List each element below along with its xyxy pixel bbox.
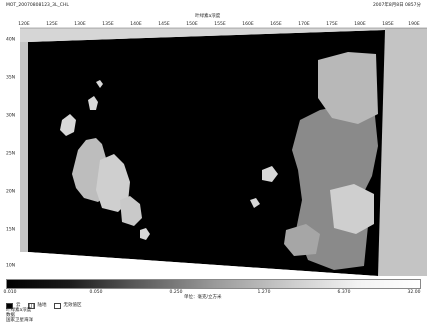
lat-tick: 25N [6, 151, 16, 157]
lat-tick: 20N [6, 189, 16, 195]
land-swatch-icon [27, 302, 35, 309]
colorbar-ticks: 0.010 0.050 0.250 1.270 6.370 32.00 [3, 290, 421, 296]
colorbar-tick: 0.050 [89, 290, 103, 295]
legend-text: 数据 [6, 313, 15, 318]
satellite-swath [28, 30, 385, 276]
cloud-patches [60, 52, 378, 270]
product-id: MOT_20070808123_3L_CHL [6, 3, 69, 8]
lon-tick: 145E [158, 22, 170, 27]
legend-label: 云 [16, 303, 21, 308]
lon-tick: 190E [408, 22, 420, 27]
colorbar-tick: 0.010 [3, 290, 17, 295]
lon-tick: 125E [46, 22, 58, 27]
lon-tick: 140E [130, 22, 142, 27]
land-background-left [20, 28, 30, 276]
map-legend: 云 陆地 无效值区 叶绿素a浓度 数据 国家卫星海洋 [6, 302, 82, 323]
lat-tick: 30N [6, 113, 16, 119]
lat-tick: 15N [6, 227, 16, 233]
legend-row: 云 陆地 无效值区 [6, 302, 82, 309]
legend-line: 数据 [6, 313, 82, 318]
legend-text: 国家卫星海洋 [6, 318, 33, 323]
chlorophyll-map [20, 27, 427, 276]
colorbar-legend: 0.010 0.050 0.250 1.270 6.370 32.00 单位：毫… [3, 279, 421, 301]
lat-tick: 35N [6, 75, 16, 81]
colorbar-tick: 32.00 [407, 290, 421, 295]
colorbar-gradient [6, 279, 421, 289]
acquisition-time: 2007年8月8日 0857分 [372, 3, 421, 8]
legend-label: 无效值区 [63, 303, 82, 308]
lon-tick: 180E [354, 22, 366, 27]
cloud-swatch-icon [6, 302, 13, 309]
lon-tick: 135E [102, 22, 114, 27]
longitude-ticks: 120E 125E 130E 135E 140E 145E 150E 155E … [0, 22, 427, 30]
lon-tick: 150E [186, 22, 198, 27]
legend-text: 叶绿素a浓度 [6, 308, 32, 313]
colorbar-tick: 6.370 [337, 290, 351, 295]
colorbar-tick: 0.250 [169, 290, 183, 295]
colorbar-tick: 1.270 [257, 290, 271, 295]
lon-tick: 120E [18, 22, 30, 27]
land-background-right [378, 28, 427, 276]
lat-tick: 10N [6, 263, 16, 269]
lat-tick: 40N [6, 37, 16, 43]
lon-tick: 130E [74, 22, 86, 27]
lon-tick: 170E [298, 22, 310, 27]
legend-line: 叶绿素a浓度 [6, 308, 82, 313]
legend-line: 国家卫星海洋 [6, 318, 82, 323]
legend-label: 陆地 [37, 303, 47, 308]
lon-tick: 185E [382, 22, 394, 27]
lon-tick: 160E [242, 22, 254, 27]
map-title: 叶绿素a浓度 [195, 14, 221, 19]
lon-tick: 155E [214, 22, 226, 27]
lon-tick: 165E [270, 22, 282, 27]
colorbar-unit: 单位：毫克/立方米 [184, 295, 222, 300]
lon-tick: 175E [326, 22, 338, 27]
invalid-swatch-icon [53, 302, 61, 309]
latitude-ticks: 40N 35N 30N 25N 20N 15N 10N [0, 0, 20, 300]
